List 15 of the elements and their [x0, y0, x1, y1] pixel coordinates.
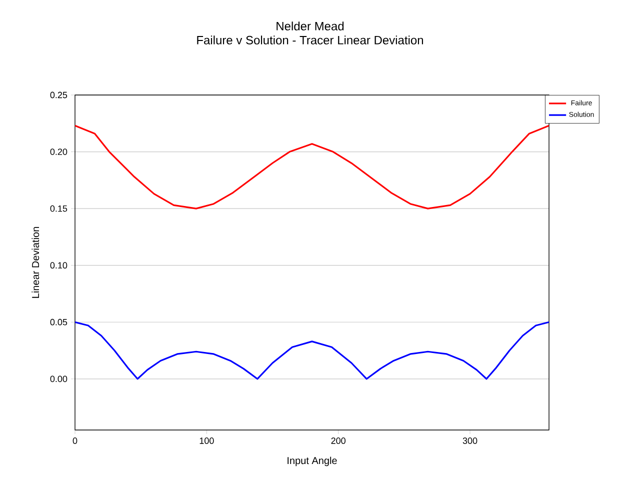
x-tick-label: 200 [331, 438, 346, 444]
x-tick-label: 100 [200, 438, 214, 444]
y-tick-label: 0.00 [50, 376, 68, 382]
y-axis-title: Linear Deviation [32, 227, 40, 298]
y-tick-label: 0.20 [50, 148, 68, 155]
y-tick-label: 0.15 [50, 205, 68, 212]
y-tick-label: 0.10 [50, 262, 68, 269]
line-series [75, 321, 550, 380]
x-axis-title: Input Angle [288, 456, 337, 466]
chart-title: Nelder Mead [276, 22, 344, 30]
x-tick-label: 0 [72, 438, 78, 444]
x-tick-label: 300 [462, 438, 478, 444]
y-tick-label: 0.05 [50, 318, 68, 326]
y-tick-label: 0.25 [50, 92, 68, 98]
chart-subtitle: Failure v Solution - Tracer Linear Deviation [197, 36, 424, 44]
